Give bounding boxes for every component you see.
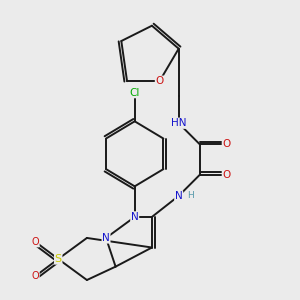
Text: O: O bbox=[32, 271, 39, 281]
Text: N: N bbox=[175, 191, 183, 201]
Text: O: O bbox=[32, 237, 39, 247]
Text: S: S bbox=[55, 254, 62, 264]
Text: N: N bbox=[102, 233, 110, 243]
Text: O: O bbox=[222, 139, 231, 149]
Text: O: O bbox=[155, 76, 164, 86]
Text: Cl: Cl bbox=[130, 88, 140, 98]
Text: H: H bbox=[187, 191, 194, 200]
Text: HN: HN bbox=[171, 118, 186, 128]
Text: N: N bbox=[131, 212, 139, 222]
Text: O: O bbox=[222, 170, 231, 180]
